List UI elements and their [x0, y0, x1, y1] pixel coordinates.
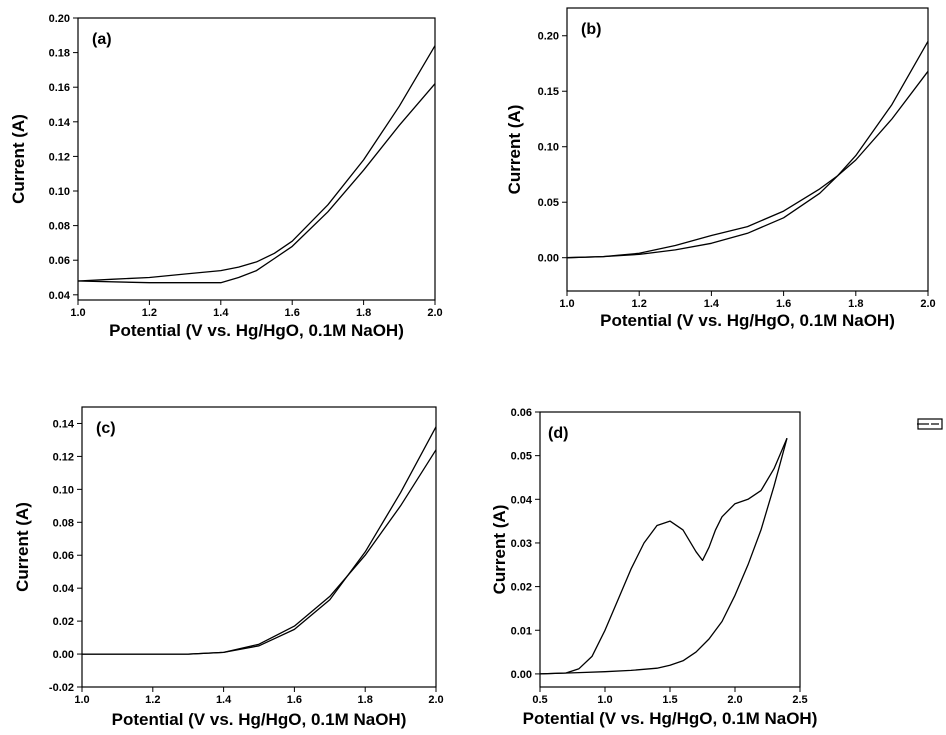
- y-tick-label: 0.18: [49, 48, 70, 60]
- y-tick-label: 0.04: [49, 290, 71, 302]
- series-line-1: [539, 437, 788, 675]
- y-axis-title: Current (A): [13, 502, 32, 592]
- y-tick-label: 0.20: [49, 13, 70, 25]
- panel-label: (c): [96, 420, 116, 437]
- x-tick-label: 2.5: [792, 694, 807, 706]
- series-line-2: [539, 438, 788, 675]
- x-tick-label: 1.0: [70, 307, 85, 319]
- x-tick-label: 1.2: [142, 307, 157, 319]
- y-tick-label: 0.12: [53, 451, 74, 463]
- y-tick-label: 0.02: [511, 582, 532, 594]
- x-tick-label: 1.6: [287, 694, 302, 706]
- x-tick-label: 1.0: [597, 694, 612, 706]
- x-tick-label: 1.2: [632, 298, 647, 310]
- x-tick-label: 1.5: [662, 694, 677, 706]
- series-line-1: [82, 449, 437, 655]
- panel-label: (a): [92, 31, 112, 48]
- series-line-2: [82, 426, 437, 655]
- plot-frame: [566, 7, 929, 292]
- plot-frame: [81, 406, 437, 688]
- x-tick-label: 1.8: [848, 298, 863, 310]
- y-tick-label: 0.05: [511, 451, 532, 463]
- y-tick-label: 0.06: [49, 255, 70, 267]
- x-axis-title: Potential (V vs. Hg/HgO, 0.1M NaOH): [109, 321, 404, 340]
- y-tick-label: 0.00: [511, 669, 532, 681]
- x-tick-label: 1.6: [285, 307, 300, 319]
- y-tick-label: 0.14: [49, 117, 71, 129]
- y-tick-label: 0.02: [53, 616, 74, 628]
- y-tick-label: 0.06: [511, 407, 532, 419]
- y-tick-label: 0.08: [53, 517, 74, 529]
- x-tick-label: 1.6: [776, 298, 791, 310]
- x-tick-label: 2.0: [727, 694, 742, 706]
- x-tick-label: 2.0: [427, 307, 442, 319]
- x-tick-label: 1.4: [216, 694, 232, 706]
- y-tick-label: 0.10: [538, 142, 559, 154]
- y-tick-label: 0.15: [538, 86, 559, 98]
- x-axis-title: Potential (V vs. Hg/HgO, 0.1M NaOH): [600, 311, 895, 330]
- y-axis-title: Current (A): [490, 505, 509, 595]
- y-tick-label: 0.00: [538, 253, 559, 265]
- panel-label: (b): [581, 21, 601, 38]
- y-axis-title: Current (A): [505, 105, 524, 195]
- y-tick-label: 0.12: [49, 151, 70, 163]
- y-tick-label: 0.03: [511, 538, 532, 550]
- x-tick-label: 1.4: [213, 307, 229, 319]
- y-tick-label: 0.04: [511, 494, 533, 506]
- y-tick-label: 0.14: [53, 418, 75, 430]
- x-tick-label: 1.0: [559, 298, 574, 310]
- series-line-2: [77, 83, 436, 284]
- y-axis-title: Current (A): [9, 114, 28, 204]
- x-axis-title: Potential (V vs. Hg/HgO, 0.1M NaOH): [523, 709, 818, 728]
- y-tick-label: 0.08: [49, 221, 70, 233]
- series-line-2: [566, 40, 929, 259]
- y-tick-label: 0.06: [53, 550, 74, 562]
- y-tick-label: 0.05: [538, 197, 559, 209]
- series-line-1: [566, 70, 929, 259]
- x-tick-label: 1.2: [145, 694, 160, 706]
- x-tick-label: 1.4: [704, 298, 720, 310]
- y-tick-label: 0.04: [53, 583, 75, 595]
- y-tick-label: 0.16: [49, 82, 70, 94]
- y-tick-label: 0.00: [53, 649, 74, 661]
- y-tick-label: 0.20: [538, 31, 559, 43]
- x-tick-label: 1.8: [358, 694, 373, 706]
- x-tick-label: 1.0: [74, 694, 89, 706]
- x-tick-label: 2.0: [428, 694, 443, 706]
- plot-frame: [539, 411, 801, 688]
- x-tick-label: 2.0: [920, 298, 935, 310]
- y-tick-label: 0.10: [49, 186, 70, 198]
- panel-label: (d): [548, 425, 568, 442]
- legend-marker-icon: [917, 418, 943, 430]
- series-line-1: [77, 45, 436, 282]
- y-tick-label: 0.01: [511, 625, 532, 637]
- y-tick-label: -0.02: [49, 682, 74, 694]
- x-tick-label: 1.8: [356, 307, 371, 319]
- x-tick-label: 0.5: [532, 694, 547, 706]
- x-axis-title: Potential (V vs. Hg/HgO, 0.1M NaOH): [112, 710, 407, 729]
- plot-frame: [77, 17, 436, 301]
- y-tick-label: 0.10: [53, 484, 74, 496]
